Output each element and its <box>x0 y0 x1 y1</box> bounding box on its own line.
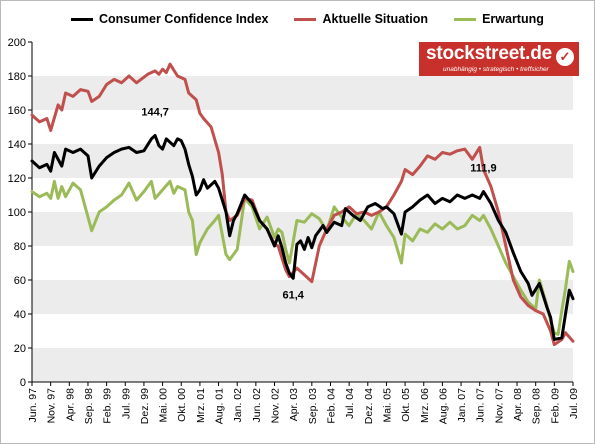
x-tick-label: Jan. 02 <box>232 388 244 423</box>
grid-band <box>32 348 573 382</box>
legend-swatch <box>71 17 93 21</box>
logo-name: stockstreet.de <box>426 43 553 64</box>
y-tick-label: 160 <box>8 105 26 117</box>
x-tick-label: Dez. 99 <box>139 388 151 424</box>
x-tick-label: Aug. 06 <box>437 388 449 424</box>
logo-tagline: unabhängig • strategisch • treffsicher <box>443 66 549 73</box>
y-tick-label: 140 <box>8 139 26 151</box>
x-tick-label: Nov. 02 <box>270 388 282 424</box>
y-tick-label: 20 <box>14 343 26 355</box>
x-tick-label: Mai. 00 <box>158 388 170 423</box>
legend-swatch <box>294 17 317 21</box>
data-annotation: 111,9 <box>470 163 496 175</box>
x-tick-label: Aug. 01 <box>214 388 226 424</box>
x-tick-label: Mrz. 06 <box>419 388 431 423</box>
x-tick-label: Jul. 04 <box>344 388 356 419</box>
x-tick-label: Apr. 08 <box>512 388 524 421</box>
y-tick-label: 60 <box>14 275 26 287</box>
x-tick-label: Mrz. 01 <box>195 388 207 423</box>
x-tick-label: Okt. 00 <box>176 388 188 422</box>
series-line-consumer-confidence-index <box>30 134 575 341</box>
x-tick-label: Jul. 99 <box>120 388 132 419</box>
x-tick-label: Jul. 09 <box>568 388 580 419</box>
checkmark-icon: ✓ <box>556 48 574 66</box>
series-line-erwartung <box>30 179 575 336</box>
series-line-aktuelle-situation <box>30 62 575 347</box>
x-tick-label: Feb. 99 <box>102 388 114 424</box>
legend-label: Aktuelle Situation <box>322 12 429 26</box>
x-tick-label: Mai. 05 <box>381 388 393 423</box>
x-tick-label: Jun. 07 <box>475 388 487 423</box>
y-tick-label: 120 <box>8 173 26 185</box>
chart-legend: Consumer Confidence Index Aktuelle Situa… <box>71 9 570 29</box>
y-tick-label: 0 <box>20 377 26 389</box>
x-tick-label: Dez. 04 <box>363 388 375 424</box>
x-tick-label: Apr. 98 <box>64 388 76 421</box>
grid-band <box>32 280 573 314</box>
y-tick-label: 180 <box>8 71 26 83</box>
legend-label: Erwartung <box>482 12 544 26</box>
legend-item-aktuelle-situation: Aktuelle Situation <box>294 12 428 26</box>
x-tick-label: Nov. 97 <box>46 388 58 424</box>
legend-swatch <box>454 17 477 21</box>
legend-item-consumer-confidence: Consumer Confidence Index <box>71 12 268 26</box>
y-tick-label: 40 <box>14 309 26 321</box>
x-tick-label: Feb. 09 <box>549 388 561 424</box>
x-tick-label: Apr. 03 <box>288 388 300 421</box>
x-tick-label: Feb. 04 <box>325 388 337 424</box>
data-annotation: 61,4 <box>282 289 304 301</box>
y-tick-label: 100 <box>8 207 26 219</box>
y-tick-label: 80 <box>14 241 26 253</box>
y-tick-label: 200 <box>8 37 26 49</box>
legend-item-erwartung: Erwartung <box>454 12 544 26</box>
data-annotation: 144,7 <box>141 107 169 119</box>
x-tick-label: Jan. 07 <box>456 388 468 423</box>
x-tick-label: Sep. 98 <box>83 388 95 424</box>
brand-logo: stockstreet.de unabhängig • strategisch … <box>419 42 579 76</box>
x-tick-label: Sep. 08 <box>531 388 543 424</box>
x-tick-label: Sep. 03 <box>307 388 319 424</box>
x-tick-label: Jun. 97 <box>27 388 39 423</box>
x-tick-label: Jun. 02 <box>251 388 263 423</box>
x-tick-label: Nov. 07 <box>493 388 505 424</box>
legend-label: Consumer Confidence Index <box>99 12 269 26</box>
x-tick-label: Okt. 05 <box>400 388 412 422</box>
